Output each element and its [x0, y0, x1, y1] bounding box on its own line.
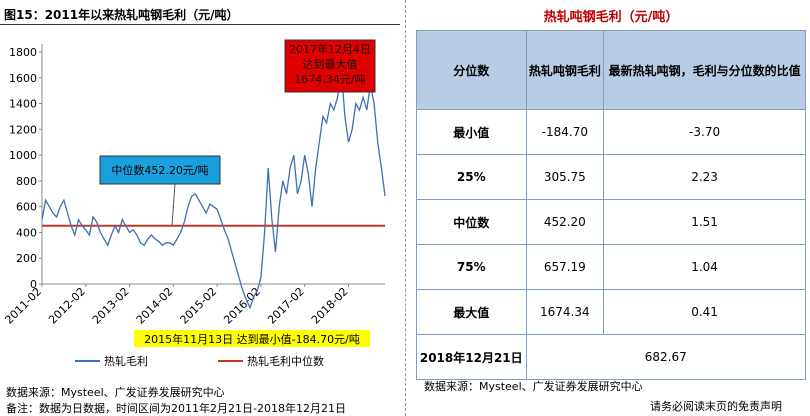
line	[41, 68, 386, 310]
note: 备注：数据为日数据，时间区间为2011年2月21日-2018年12月21日	[6, 402, 346, 415]
y-tick-label: 200	[16, 252, 37, 265]
cell: 305.75	[525, 154, 605, 200]
table: 分位数 热轧吨钢毛利 最新热轧吨钢，毛利与分位数的比值 最小值 -184.70 -3.70…	[416, 30, 807, 380]
x-tick-label: 2014-02	[134, 285, 176, 327]
cell: 最大值	[416, 289, 527, 335]
row: 2018年12月21日 682.67	[416, 334, 807, 380]
x-tick-label: 2017-02	[265, 285, 307, 327]
cell: 75%	[416, 244, 527, 290]
annotation: 中位数452.20元/吨	[111, 163, 208, 177]
legend-label: 热轧毛利中位数	[247, 354, 324, 368]
source: 数据来源：Mysteel、广发证券发展研究中心	[424, 380, 643, 393]
y-tick-label: 800	[16, 175, 37, 188]
disclaimer: 请务必阅读末页的免责声明	[650, 400, 782, 413]
cell: 最新热轧吨钢，毛利与分位数的比值	[603, 30, 806, 110]
x-tick-label: 2012-02	[46, 285, 88, 327]
cell: 2018年12月21日	[416, 334, 527, 380]
annotation-box	[134, 330, 370, 347]
cell: 中位数	[416, 199, 527, 245]
cell: 0.41	[603, 289, 806, 335]
annotation: 1674.34元/吨	[294, 73, 365, 86]
cell: 25%	[416, 154, 527, 200]
chart: 0 200 400 600 800 1000 1200 1400 1600 1800 2011-02…	[2, 39, 386, 368]
row: 25% 305.75 2.23	[416, 154, 806, 200]
table-title: 热轧吨钢毛利（元/吨）	[543, 10, 679, 25]
annotation: 2017年12月4日	[289, 42, 371, 56]
y-tick-label: 1400	[9, 98, 37, 111]
y-tick-label: 1600	[9, 72, 37, 85]
annotation-box	[284, 39, 376, 93]
row: 75% 657.19 1.04	[416, 244, 806, 290]
annotation: 2015年11月13日 达到最小值-184.70元/吨	[144, 332, 360, 346]
cell: 1.04	[603, 244, 806, 290]
y-tick-label: 400	[16, 226, 37, 239]
cell: 452.20	[525, 199, 605, 245]
divider	[405, 0, 406, 416]
cell: 657.19	[525, 244, 605, 290]
y-tick-label: 600	[16, 201, 37, 214]
cell: 682.67	[525, 334, 807, 380]
row: 中位数 452.20 1.51	[416, 199, 806, 245]
cell: 分位数	[416, 30, 527, 110]
cell: 最小值	[416, 109, 527, 155]
y-tick-label: 1800	[9, 46, 37, 59]
x-tick-label: 2013-02	[90, 285, 132, 327]
y-tick-label: 1200	[9, 123, 37, 136]
cell: -184.70	[525, 109, 605, 155]
annotation: 达到最大值	[303, 57, 358, 71]
rule	[0, 24, 400, 25]
row: 最小值 -184.70 -3.70	[416, 109, 806, 155]
source: 数据来源：Mysteel、广发证券发展研究中心	[6, 386, 225, 399]
legend-label: 热轧毛利	[104, 354, 148, 368]
y-tick-label: 0	[30, 278, 37, 291]
row: 分位数 热轧吨钢毛利 最新热轧吨钢，毛利与分位数的比值	[416, 30, 806, 110]
x-tick-label: 2011-02	[2, 285, 44, 327]
x-tick-label: 2015-02	[178, 285, 220, 327]
cell: 热轧吨钢毛利	[525, 30, 605, 110]
x-tick-label: 2018-02	[309, 285, 351, 327]
cell: 1.51	[603, 199, 806, 245]
cell: -3.70	[603, 109, 806, 155]
annotation-box	[99, 155, 221, 185]
connector	[171, 183, 176, 226]
y-tick-label: 1000	[9, 149, 37, 162]
row: 最大值 1674.34 0.41	[416, 289, 806, 335]
figure-title: 图15：2011年以来热轧吨钢毛利（元/吨）	[4, 8, 239, 22]
cell: 2.23	[603, 154, 806, 200]
cell: 1674.34	[525, 289, 605, 335]
